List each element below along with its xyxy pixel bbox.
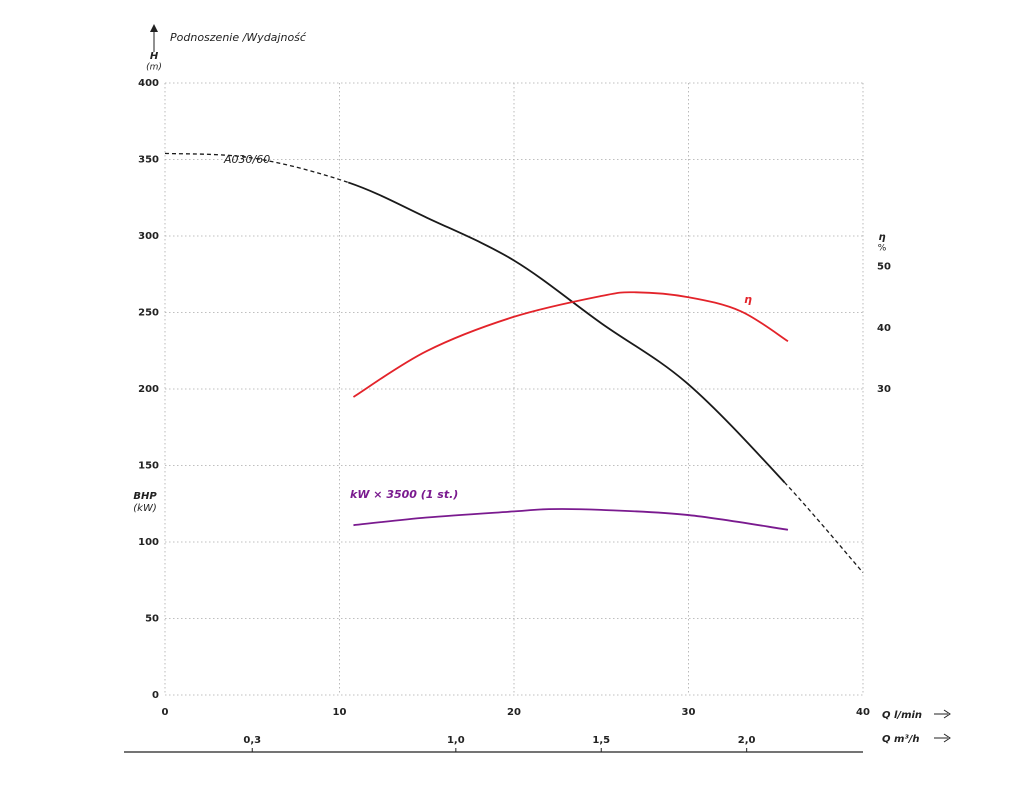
y-tick-label: 150 [138, 461, 159, 472]
x2-label: Q m³/h [882, 734, 920, 745]
x-arrow [934, 709, 951, 719]
y2-label: η [878, 232, 885, 243]
series-line [164, 152, 349, 184]
series-label: A030/60 [223, 153, 270, 166]
y-tick-label: 100 [138, 537, 159, 548]
y-unit: (m) [146, 63, 162, 73]
bhp-unit: (kW) [133, 503, 156, 514]
y-tick-label: 0 [152, 690, 159, 701]
series-line [783, 481, 864, 574]
y2-tick-label: 30 [877, 384, 891, 395]
x2-tick-label: 1,5 [592, 735, 610, 746]
x-tick-label: 10 [333, 707, 347, 718]
y2-tick-label: 40 [877, 323, 891, 334]
x-label: Q l/min [882, 710, 922, 721]
y-tick-label: 250 [138, 308, 159, 319]
y2-unit: % [878, 244, 887, 254]
y-tick-label: 300 [138, 231, 159, 242]
series-label: kW × 3500 (1 st.) [350, 488, 458, 501]
series-line [352, 291, 789, 398]
y2-tick-label: 50 [877, 262, 891, 273]
y-axis-arrowhead [150, 24, 158, 32]
x2-arrow [934, 733, 951, 743]
bhp-label: BHP [133, 491, 157, 502]
x2-tick-label: 0,3 [243, 735, 261, 746]
x-tick-label: 20 [507, 707, 521, 718]
y-tick-label: 50 [145, 614, 159, 625]
y-tick-label: 400 [138, 78, 159, 89]
x-tick-label: 30 [682, 707, 696, 718]
x2-tick-label: 2,0 [738, 735, 756, 746]
x-tick-label: 40 [856, 707, 870, 718]
x-tick-label: 0 [162, 707, 169, 718]
series-line [353, 508, 789, 531]
x2-tick-label: 1,0 [447, 735, 465, 746]
y-label: H [150, 51, 159, 62]
y-tick-label: 350 [138, 155, 159, 166]
y-tick-label: 200 [138, 384, 159, 395]
chart-title: Podnoszenie /Wydajność [170, 31, 307, 44]
series-line [347, 181, 786, 483]
series-label: η [744, 293, 752, 306]
